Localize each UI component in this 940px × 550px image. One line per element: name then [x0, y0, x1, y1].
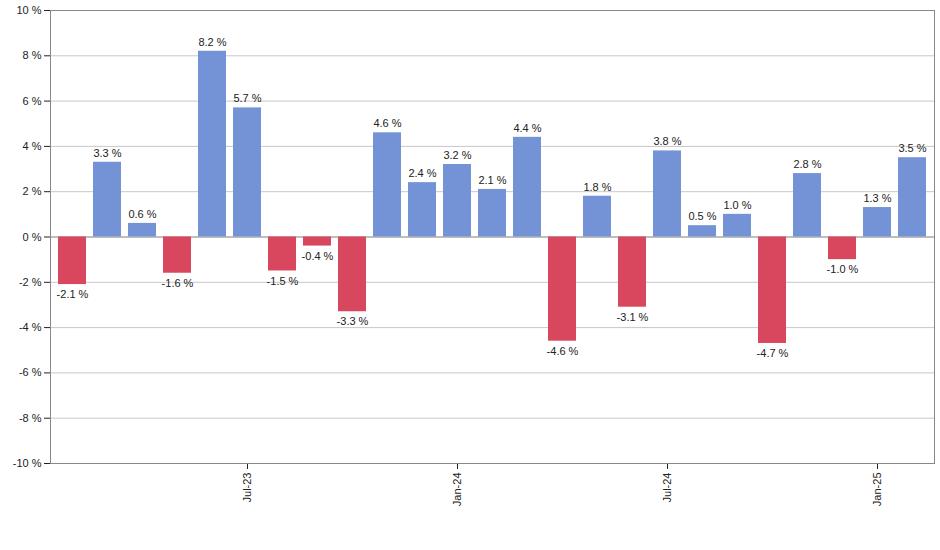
svg-text:0 %: 0 %: [23, 231, 42, 243]
svg-text:-6 %: -6 %: [19, 366, 42, 378]
svg-text:1.3 %: 1.3 %: [863, 192, 891, 204]
svg-text:-2 %: -2 %: [19, 276, 42, 288]
svg-text:-4.7 %: -4.7 %: [757, 347, 789, 359]
svg-text:-3.3 %: -3.3 %: [337, 315, 369, 327]
svg-text:2.8 %: 2.8 %: [793, 158, 821, 170]
svg-text:-0.4 %: -0.4 %: [302, 250, 334, 262]
svg-text:1.0 %: 1.0 %: [723, 199, 751, 211]
svg-text:-1.5 %: -1.5 %: [267, 274, 299, 286]
svg-text:8.2 %: 8.2 %: [198, 36, 226, 48]
svg-text:3.5 %: 3.5 %: [898, 142, 926, 154]
svg-text:3.8 %: 3.8 %: [653, 135, 681, 147]
svg-text:0.6 %: 0.6 %: [128, 208, 156, 220]
svg-text:2 %: 2 %: [23, 185, 42, 197]
svg-text:8 %: 8 %: [23, 49, 42, 61]
svg-text:3.3 %: 3.3 %: [93, 147, 121, 159]
svg-text:3.2 %: 3.2 %: [443, 149, 471, 161]
svg-text:10 %: 10 %: [16, 4, 41, 16]
svg-text:0.5 %: 0.5 %: [688, 210, 716, 222]
svg-text:-1.0 %: -1.0 %: [827, 263, 859, 275]
svg-text:-4.6 %: -4.6 %: [547, 345, 579, 357]
svg-text:Jan-25: Jan-25: [871, 473, 883, 507]
svg-text:-3.1 %: -3.1 %: [617, 311, 649, 323]
svg-text:1.8 %: 1.8 %: [583, 181, 611, 193]
svg-text:-1.6 %: -1.6 %: [162, 277, 194, 289]
svg-text:-2.1 %: -2.1 %: [57, 288, 89, 300]
svg-text:4.6 %: 4.6 %: [373, 117, 401, 129]
svg-text:-8 %: -8 %: [19, 412, 42, 424]
svg-text:-4 %: -4 %: [19, 321, 42, 333]
svg-text:2.4 %: 2.4 %: [408, 167, 436, 179]
svg-text:Jul-23: Jul-23: [241, 473, 253, 503]
svg-text:2.1 %: 2.1 %: [478, 174, 506, 186]
svg-text:Jul-24: Jul-24: [661, 473, 673, 503]
svg-text:4 %: 4 %: [23, 140, 42, 152]
svg-text:6 %: 6 %: [23, 95, 42, 107]
svg-text:Jan-24: Jan-24: [451, 473, 463, 507]
svg-text:4.4 %: 4.4 %: [513, 122, 541, 134]
svg-text:5.7 %: 5.7 %: [233, 92, 261, 104]
svg-text:-10 %: -10 %: [13, 457, 42, 469]
